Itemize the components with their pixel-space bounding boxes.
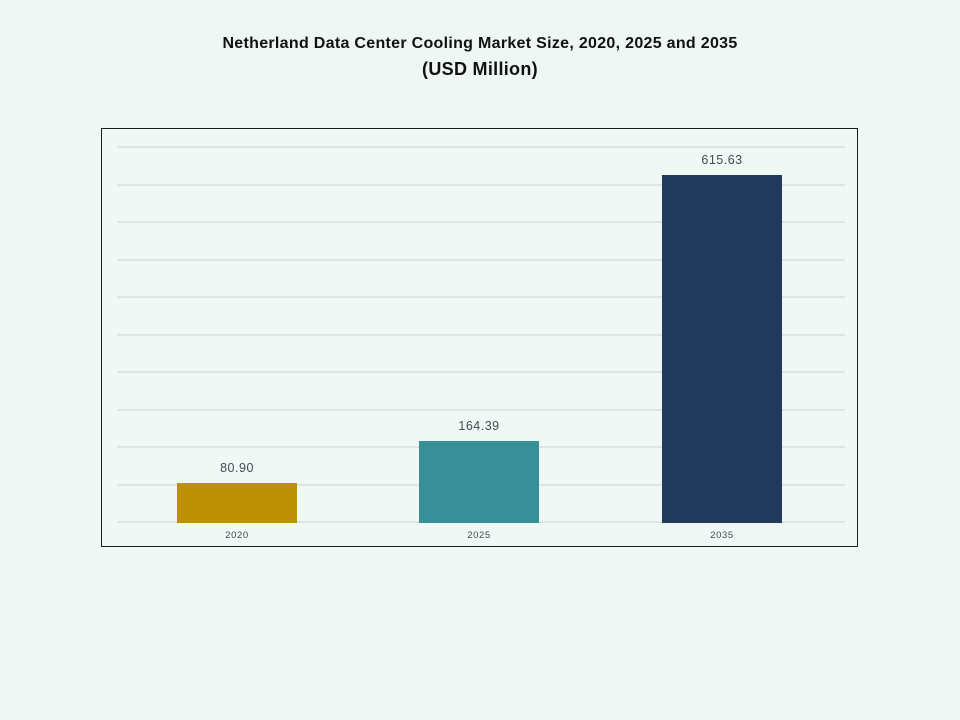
x-axis-label-2025: 2025	[467, 530, 491, 541]
bar-2020	[177, 483, 297, 523]
bar-value-label-2035: 615.63	[701, 153, 743, 167]
gridline	[117, 183, 845, 186]
gridline	[117, 333, 845, 336]
chart-title: Netherland Data Center Cooling Market Si…	[222, 35, 738, 52]
chart-title-block: Netherland Data Center Cooling Market Si…	[0, 35, 960, 80]
x-axis-label-2035: 2035	[710, 530, 734, 541]
gridline	[117, 408, 845, 411]
bar-value-label-2025: 164.39	[458, 419, 500, 433]
gridline	[117, 146, 845, 148]
gridline	[117, 221, 845, 223]
bar-2025	[419, 441, 539, 523]
gridline	[117, 258, 845, 261]
bar-2035	[662, 175, 782, 523]
gridline	[117, 296, 845, 298]
x-axis-label-2020: 2020	[225, 530, 249, 541]
plot-area: 80.90 2020 164.39 2025 615.63 2035	[101, 128, 858, 547]
chart-subtitle-unit: (USD Million)	[422, 59, 538, 79]
gridline	[117, 371, 845, 373]
bar-value-label-2020: 80.90	[220, 461, 254, 475]
